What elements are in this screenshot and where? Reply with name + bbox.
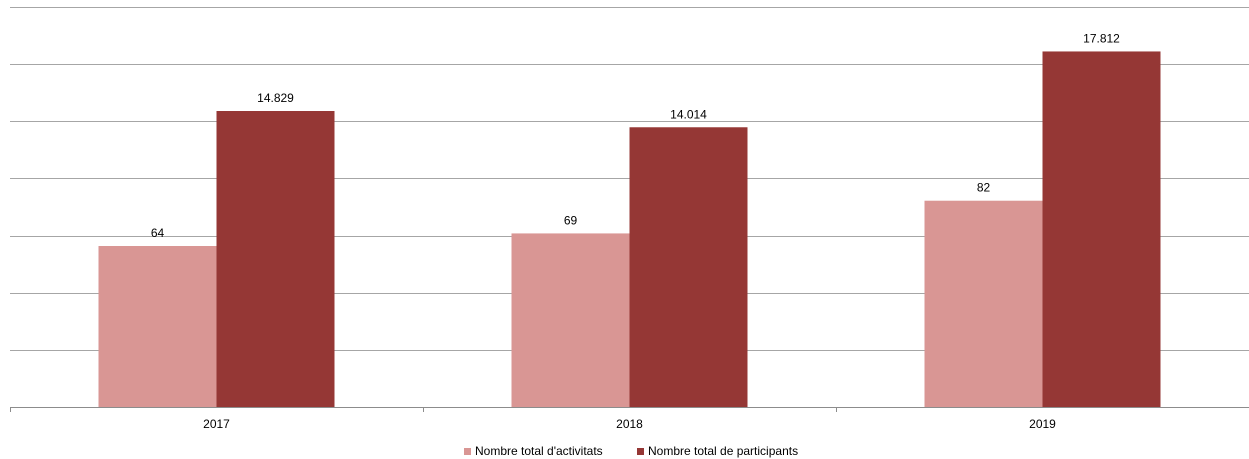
bar-participants-2017	[216, 111, 335, 407]
legend-label-activitats: Nombre total d'activitats	[475, 444, 603, 458]
legend-swatch-activitats	[464, 448, 471, 455]
bar-activitats-2018	[511, 233, 630, 407]
x-tick-label-2017: 2017	[203, 417, 230, 431]
x-axis: 2017 2018 2019	[10, 407, 1249, 431]
x-tick-label-2018: 2018	[616, 417, 643, 431]
data-label-participants-2019: 17.812	[1083, 31, 1120, 45]
legend-label-participants: Nombre total de participants	[648, 444, 798, 458]
bar-participants-2018	[629, 127, 748, 407]
data-label-participants-2018: 14.014	[670, 107, 707, 121]
bars	[98, 51, 1161, 408]
bar-activitats-2017	[98, 246, 217, 407]
data-label-activitats-2018: 69	[564, 213, 578, 227]
bar-labels: 64 14.829 69 14.014 82 17.812	[151, 31, 1120, 240]
bar-activitats-2019	[924, 200, 1043, 407]
x-tick-label-2019: 2019	[1029, 417, 1056, 431]
data-label-participants-2017: 14.829	[257, 91, 294, 105]
data-label-activitats-2017: 64	[151, 226, 165, 240]
data-label-activitats-2019: 82	[977, 181, 991, 195]
legend: Nombre total d'activitats Nombre total de…	[464, 444, 798, 458]
bar-participants-2019	[1042, 51, 1161, 408]
legend-swatch-participants	[637, 448, 644, 455]
